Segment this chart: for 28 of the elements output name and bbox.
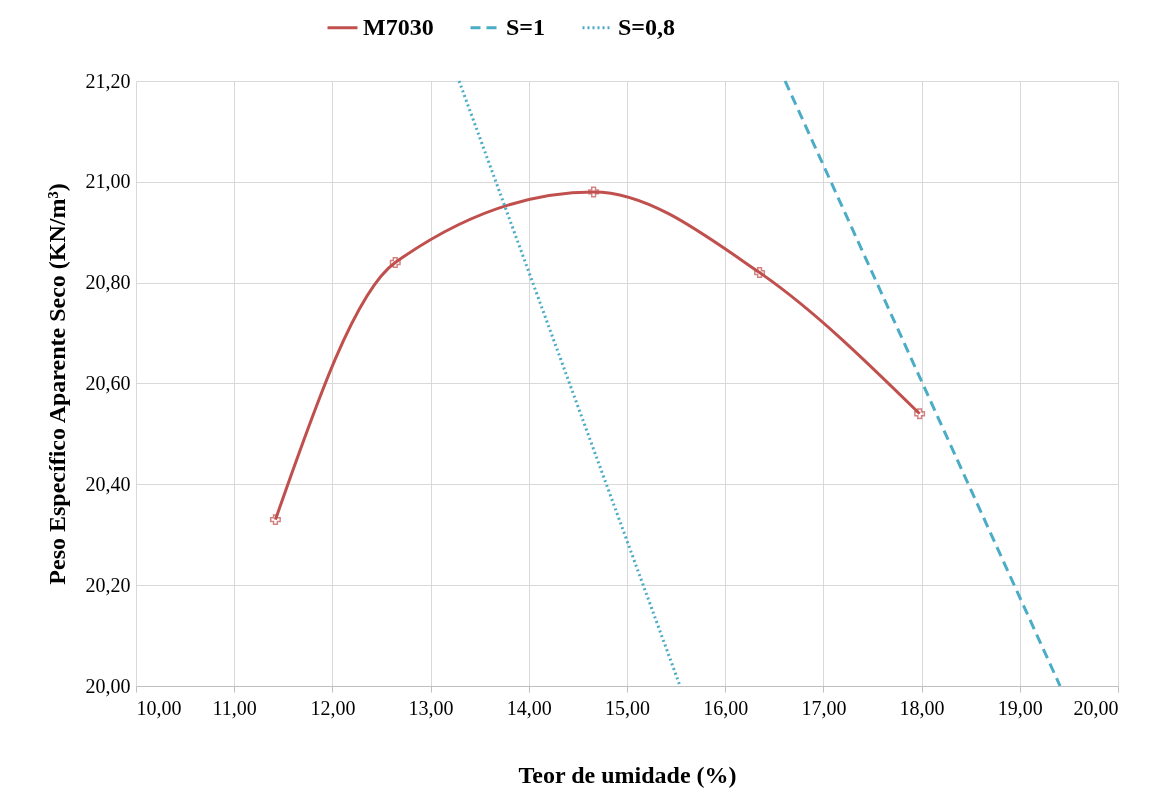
y-tick-label: 20,80 bbox=[85, 271, 131, 294]
x-tick-label: 12,00 bbox=[310, 696, 356, 719]
point bbox=[754, 267, 766, 279]
y-tick-label: 21,20 bbox=[85, 69, 131, 92]
legend-label: M7030 bbox=[363, 13, 434, 40]
point bbox=[588, 186, 600, 198]
x-tick-label: 14,00 bbox=[506, 696, 552, 719]
x-tick-label: 18,00 bbox=[899, 696, 945, 719]
x-tick-label: 11,00 bbox=[212, 696, 257, 719]
point bbox=[269, 514, 281, 526]
x-tick-label: 15,00 bbox=[605, 696, 650, 719]
y-tick-label: 20,00 bbox=[85, 674, 131, 697]
point bbox=[389, 257, 401, 268]
y-tick-label: 21,00 bbox=[85, 170, 131, 193]
x-axis-title: Teor de umidade (%) bbox=[518, 761, 737, 788]
legend-label: S=1 bbox=[506, 13, 546, 40]
y-tick-label: 20,40 bbox=[85, 472, 131, 495]
point bbox=[914, 408, 926, 420]
y-tick-label: 20,60 bbox=[85, 372, 131, 394]
x-tick-label: 13,00 bbox=[408, 696, 454, 719]
x-tick-label: 10,00 bbox=[136, 696, 182, 719]
y-tick-label: 20,20 bbox=[85, 573, 131, 596]
x-tick-label: 16,00 bbox=[703, 696, 749, 719]
x-tick-label: 19,00 bbox=[997, 696, 1043, 719]
legend-label: S=0,8 bbox=[618, 13, 676, 40]
y-axis-title: Peso Específico Aparente Seco (KN/m³) bbox=[43, 183, 70, 585]
x-tick-label: 17,00 bbox=[801, 696, 847, 719]
x-tick-label: 20,00 bbox=[1073, 696, 1119, 719]
